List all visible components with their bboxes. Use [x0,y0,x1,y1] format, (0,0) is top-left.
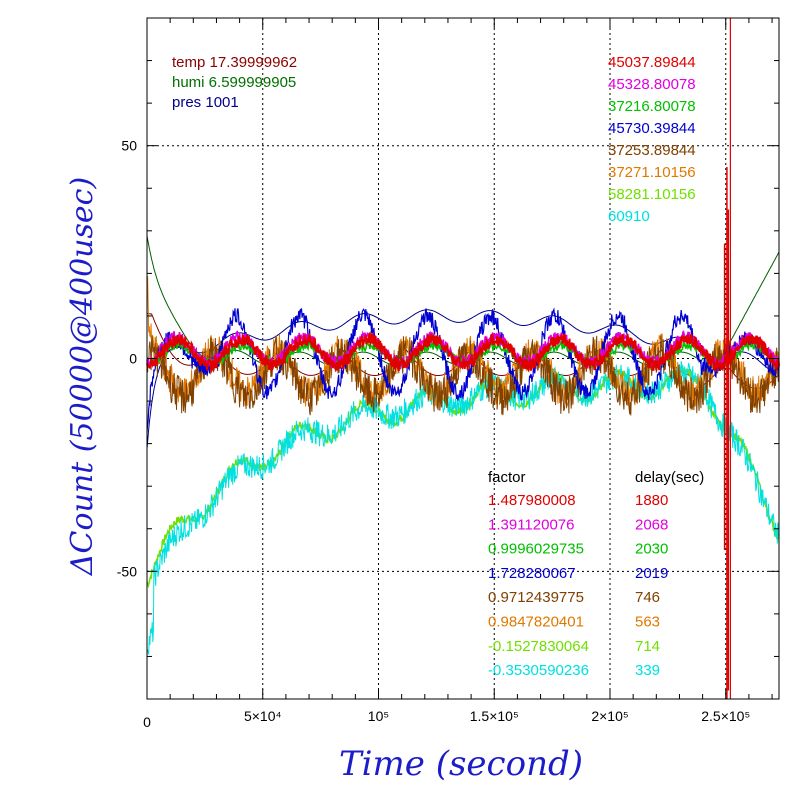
series-value-legend: 45037.89844 45328.80078 37216.80078 45730.3… [608,54,696,225]
environment-entry: temp 17.39999962 [172,54,297,71]
series-factor: -0.1527830064 [488,638,589,655]
x-tick-label: 10⁵ [368,708,389,724]
x-axis-label: Time (second) [339,744,583,784]
series-factor: 1.391120076 [488,516,574,533]
trace-series-1 [146,330,780,375]
series-value-label: 37253.89844 [608,142,696,159]
y-tick-label: 50 [121,138,137,154]
environment-entry: pres 1001 [172,94,239,111]
factor-header: factor [488,469,526,486]
series-factor: 0.9712439775 [488,589,584,606]
series-delay: 2019 [635,565,668,582]
y-tick-label: -50 [117,563,137,579]
series-delay: 746 [635,589,660,606]
x-tick-label: 0 [143,714,151,730]
series-delay: 1880 [635,492,668,509]
series-value-label: 45730.39844 [608,120,696,137]
traces [146,18,780,699]
series-factor: 1.728280067 [488,565,576,582]
series-factor: -0.3530590236 [488,662,589,679]
series-value-label: 58281.10156 [608,186,696,203]
delay-header: delay(sec) [635,469,704,486]
y-tick-labels: 50 0 -50 [117,138,137,580]
environment-legend: temp 17.39999962 humi 6.599999905 pres 100… [172,54,297,111]
ticks [146,17,779,700]
series-factor: 0.9996029735 [488,541,584,558]
series-delay: 2068 [635,516,668,533]
x-tick-label: 1.5×10⁵ [470,708,519,724]
y-axis-label: ΔCount (50000@400usec) [65,177,100,576]
series-factor: 1.487980008 [488,492,576,509]
trace-series-2 [146,330,780,370]
y-tick-label: 0 [129,351,137,367]
x-tick-label: 5×10⁴ [244,708,282,724]
x-tick-label: 2×10⁵ [591,708,628,724]
series-value-label: 37271.10156 [608,164,696,181]
series-delay: 563 [635,614,660,631]
series-delay: 714 [635,638,660,655]
trace-pres [146,309,780,449]
factor-delay-table: factor delay(sec) 1.487980008 1880 1.39112… [488,469,704,679]
trace-series-8 [146,361,780,656]
series-factor: 0.9847820401 [488,614,584,631]
x-tick-label: 2.5×10⁵ [701,708,750,724]
series-delay: 2030 [635,541,668,558]
series-value-label: 45037.89844 [608,54,696,71]
x-tick-labels: 0 5×10⁴ 10⁵ 1.5×10⁵ 2×10⁵ 2.5×10⁵ [143,708,750,730]
series-value-label: 45328.80078 [608,76,696,93]
series-value-label: 60910 [608,208,650,225]
series-value-label: 37216.80078 [608,98,696,115]
environment-entry: humi 6.599999905 [172,74,296,91]
series-delay: 339 [635,662,660,679]
